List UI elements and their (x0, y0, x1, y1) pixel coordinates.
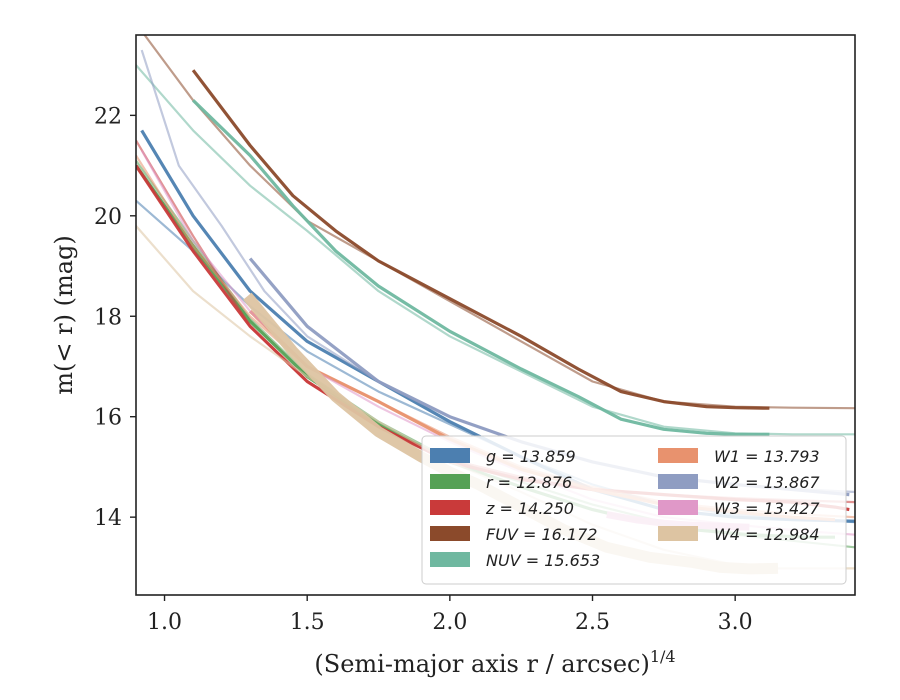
legend-swatch-nuv (430, 552, 470, 567)
legend-swatch-w3 (658, 500, 698, 515)
x-tick-label: 2.0 (432, 610, 467, 635)
ticks-layer: 1.0 1.5 2.0 2.5 3.0 14 16 18 20 22 (94, 104, 753, 635)
x-axis-label: (Semi-major axis r / arcsec)1/4 (314, 647, 675, 678)
legend-label-r: r = 12.876 (486, 473, 572, 492)
y-tick-label: 16 (94, 406, 122, 431)
legend-swatch-fuv (430, 526, 470, 541)
legend-label-g: g = 13.859 (486, 447, 576, 466)
series-fuv-band (191, 69, 770, 410)
plot-frame (135, 34, 856, 596)
legend-label-fuv: FUV = 16.172 (486, 525, 597, 544)
legend-swatch-w2 (658, 474, 698, 489)
legend-swatch-z (430, 500, 470, 515)
y-tick-label: 14 (94, 506, 122, 531)
x-tick-label: 2.5 (575, 610, 610, 635)
legend: g = 13.859 r = 12.876 z = 14.250 FUV = 16.1… (421, 435, 847, 585)
legend-label-w3: W3 = 13.427 (714, 499, 820, 518)
legend-swatch-r (430, 474, 470, 489)
y-tick-label: 20 (94, 205, 122, 230)
x-tick-label: 3.0 (718, 610, 753, 635)
x-tick-label: 1.5 (290, 610, 325, 635)
y-tick-label: 18 (94, 305, 122, 330)
legend-swatch-g (430, 448, 470, 463)
legend-label-w1: W1 = 13.793 (714, 447, 820, 466)
y-axis-label: m(< r) (mag) (50, 235, 78, 394)
legend-swatch-w4 (658, 526, 698, 541)
legend-label-w2: W2 = 13.867 (714, 473, 820, 492)
x-tick-label: 1.0 (147, 610, 182, 635)
y-tick-label: 22 (94, 104, 122, 129)
legend-label-w4: W4 = 12.984 (714, 525, 820, 544)
legend-label-nuv: NUV = 15.653 (486, 551, 600, 570)
series-nuv-band (191, 99, 770, 436)
legend-box (421, 435, 847, 585)
legend-label-z: z = 14.250 (485, 499, 574, 518)
legend-swatch-w1 (658, 448, 698, 463)
